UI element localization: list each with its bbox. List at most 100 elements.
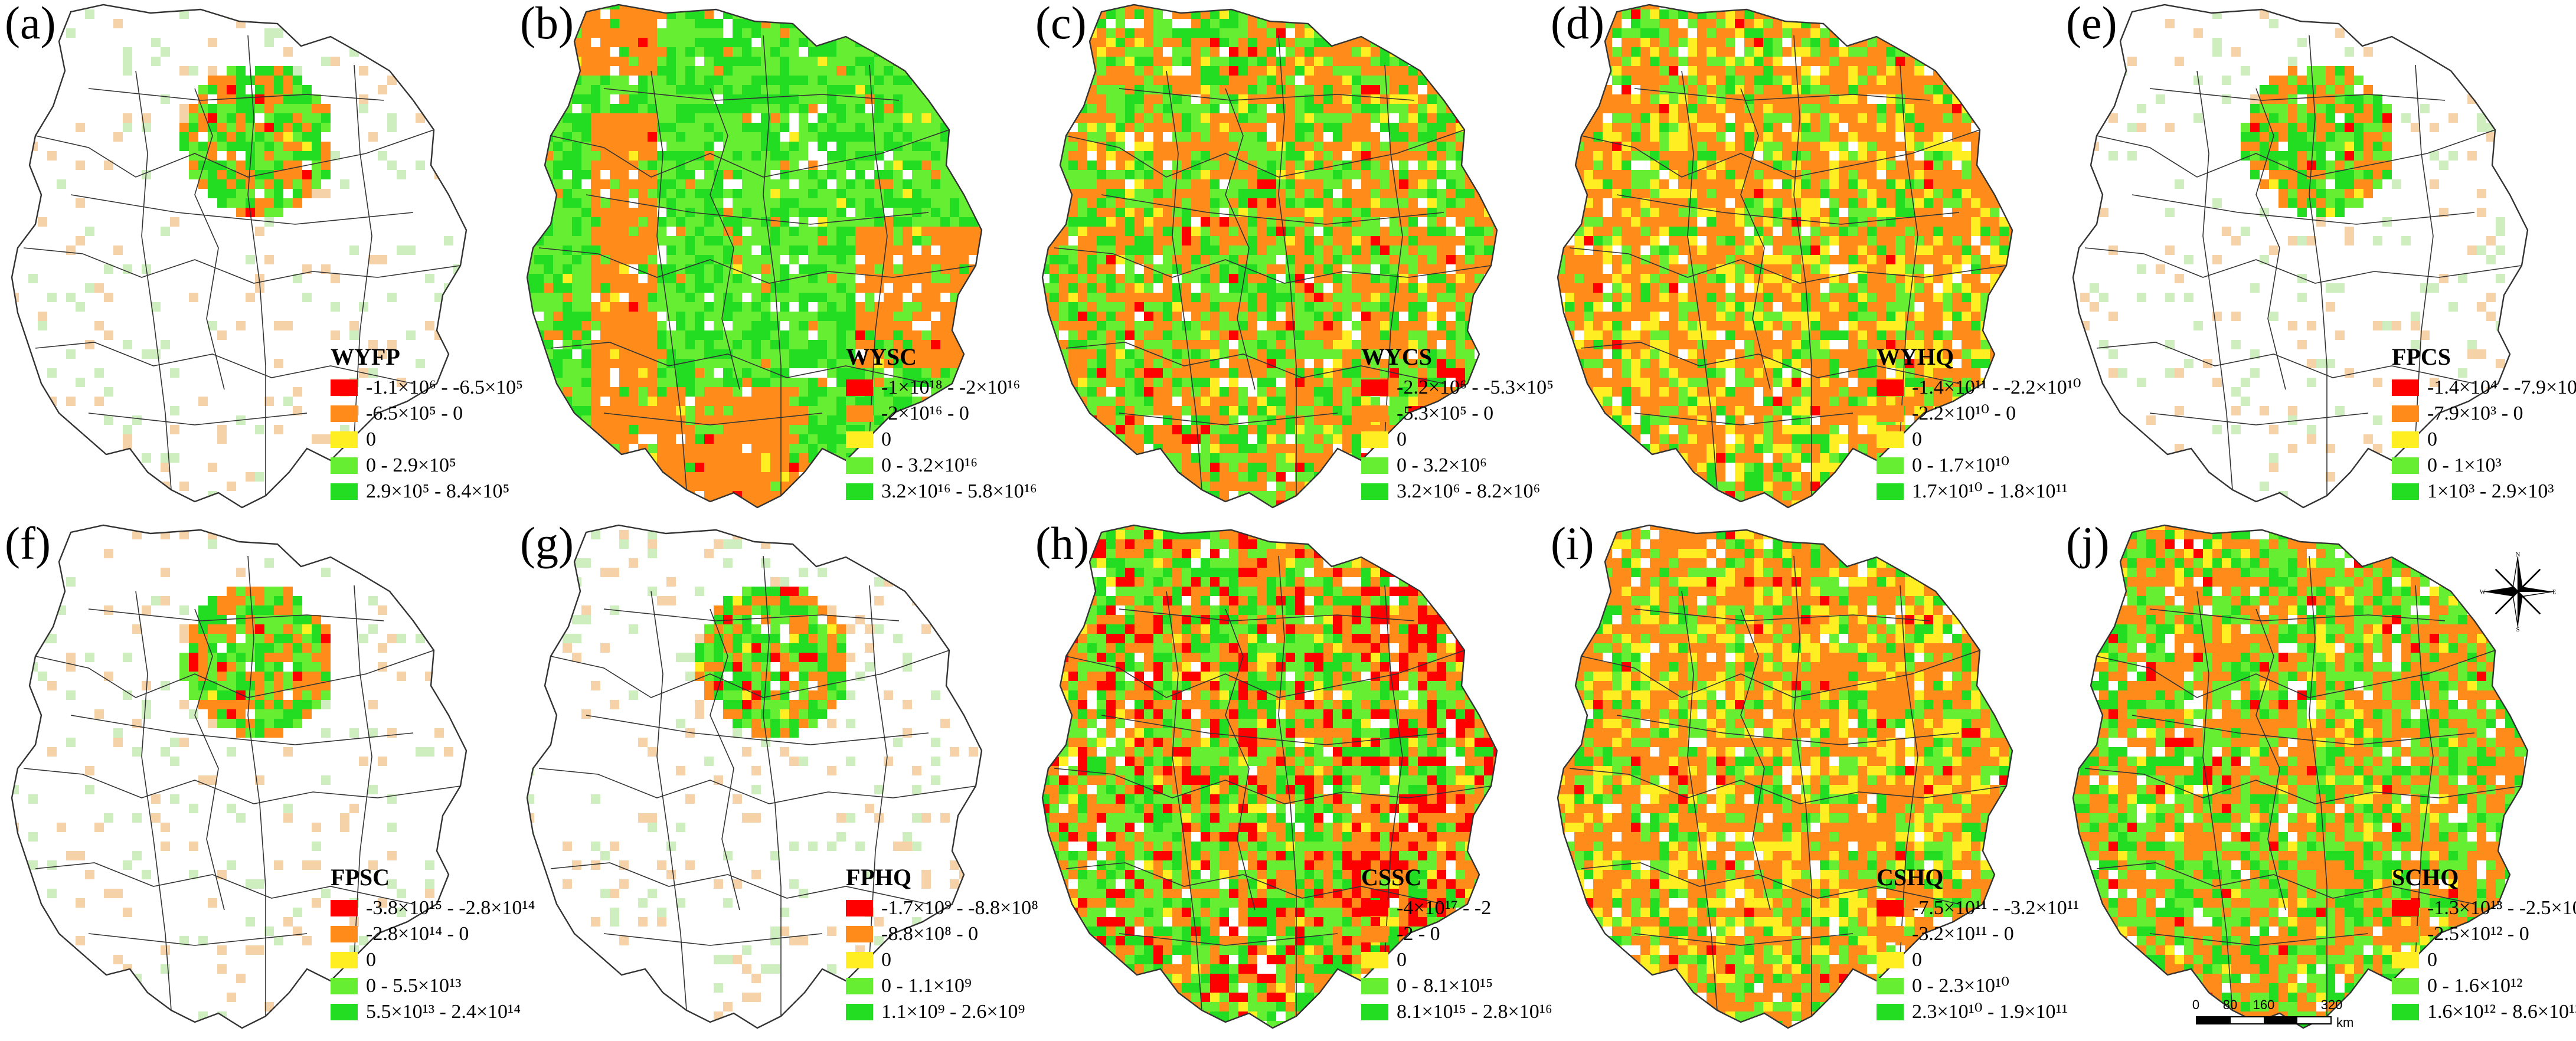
- legend-item: -2.5×10¹² - 0: [2392, 921, 2576, 947]
- legend-swatch: [846, 926, 873, 942]
- legend-swatch: [1361, 405, 1388, 422]
- map-panel-schq: (j) SCHQ -1.3×10¹³ - -2.5×10¹² -2.5×10¹² - …: [2061, 520, 2576, 1041]
- legend-item: 0 - 3.2×10⁶: [1361, 453, 1554, 479]
- region-outline: [2072, 4, 2529, 509]
- legend: WYSC -1×10¹⁸ - -2×10¹⁶ -2×10¹⁶ - 0 0 0 - 3.2…: [846, 345, 1037, 505]
- legend-label: 0: [366, 428, 376, 450]
- legend-label: -5.3×10⁵ - 0: [1397, 402, 1494, 424]
- legend-title: WYSC: [846, 343, 917, 370]
- legend-swatch: [331, 483, 358, 500]
- legend-label: 8.1×10¹⁵ - 2.8×10¹⁶: [1397, 1001, 1552, 1023]
- legend-label: 1.1×10⁹ - 2.6×10⁹: [881, 1001, 1025, 1023]
- legend-item: 0: [1361, 427, 1554, 453]
- legend-label: -2.5×10¹² - 0: [2427, 923, 2529, 945]
- legend-swatch: [1361, 1004, 1388, 1020]
- legend-item: -1.1×10⁶ - -6.5×10⁵: [331, 375, 523, 401]
- map-panel-cshq: (i) CSHQ -7.5×10¹¹ - -3.2×10¹¹ -3.2×10¹¹ - …: [1546, 518, 2079, 1041]
- scale-unit: km: [2336, 1015, 2354, 1030]
- legend-label: -1.4×10¹¹ - -2.2×10¹⁰: [1912, 377, 2081, 398]
- legend-swatch: [1361, 900, 1388, 916]
- legend-label: -2 - 0: [1397, 923, 1440, 945]
- panel-letter: (g): [520, 518, 574, 569]
- legend-title: WYHQ: [1877, 343, 1954, 370]
- scale-tick-1: 80: [2222, 997, 2238, 1012]
- legend-label: 0 - 5.5×10¹³: [366, 975, 462, 997]
- legend: SCHQ -1.3×10¹³ - -2.5×10¹² -2.5×10¹² - 0 0 0…: [2392, 866, 2576, 1025]
- legend-title: FPSC: [331, 864, 390, 891]
- legend-item: -3.8×10¹⁵ - -2.8×10¹⁴: [331, 895, 535, 921]
- legend-swatch: [1361, 379, 1388, 396]
- legend-label: 0: [366, 949, 376, 971]
- legend-label: 0: [881, 428, 891, 450]
- north-arrow-icon: N S E W: [2478, 551, 2558, 633]
- legend-item: 3.2×10¹⁶ - 5.8×10¹⁶: [846, 479, 1037, 505]
- legend-swatch: [1361, 457, 1388, 474]
- legend-swatch: [846, 900, 873, 916]
- legend-item: -7.9×10³ - 0: [2392, 401, 2576, 427]
- legend-label: 1×10³ - 2.9×10³: [2427, 480, 2554, 502]
- legend-label: 0 - 3.2×10¹⁶: [881, 454, 978, 476]
- legend-swatch: [1877, 978, 1904, 994]
- map-panel-wyfp: (a) WYFP -1.1×10⁶ - -6.5×10⁵ -6.5×10⁵ - 0 0 0…: [0, 0, 523, 520]
- map-raster: [1557, 4, 2013, 509]
- legend-label: 2.3×10¹⁰ - 1.9×10¹¹: [1912, 1001, 2068, 1023]
- legend-label: -1.3×10¹³ - -2.5×10¹²: [2427, 897, 2576, 919]
- legend-swatch: [846, 483, 873, 500]
- legend-swatch: [331, 952, 358, 968]
- map-raster: [1557, 524, 2013, 1029]
- legend-swatch: [1877, 483, 1904, 500]
- legend-swatch: [331, 431, 358, 448]
- legend: CSHQ -7.5×10¹¹ - -3.2×10¹¹ -3.2×10¹¹ - 0 0 0…: [1877, 866, 2079, 1025]
- legend-label: -2.2×10¹⁰ - 0: [1912, 402, 2016, 424]
- legend-swatch: [2392, 926, 2419, 942]
- panel-letter: (c): [1035, 0, 1087, 48]
- legend-item: -1.3×10¹³ - -2.5×10¹²: [2392, 895, 2576, 921]
- legend-label: 1.6×10¹² - 8.6×10¹²: [2427, 1001, 2576, 1023]
- legend-item: 0 - 3.2×10¹⁶: [846, 453, 1037, 479]
- legend-swatch: [1361, 431, 1388, 448]
- legend-swatch: [331, 457, 358, 474]
- legend-swatch: [2392, 405, 2419, 422]
- legend-item: 5.5×10¹³ - 2.4×10¹⁴: [331, 999, 535, 1025]
- legend-label: 2.9×10⁵ - 8.4×10⁵: [366, 480, 510, 502]
- legend-label: 0: [1912, 949, 1922, 971]
- panel-letter: (b): [520, 0, 574, 48]
- panel-letter: (a): [5, 0, 56, 48]
- legend-swatch: [846, 952, 873, 968]
- legend-item: 0 - 1.7×10¹⁰: [1877, 453, 2081, 479]
- legend-swatch: [2392, 483, 2419, 500]
- legend-swatch: [1361, 483, 1388, 500]
- legend-label: -4×10¹⁷ - -2: [1397, 897, 1492, 919]
- legend-item: 8.1×10¹⁵ - 2.8×10¹⁶: [1361, 999, 1552, 1025]
- compass-n: N: [2516, 552, 2521, 558]
- legend-item: 0: [1877, 947, 2079, 973]
- legend-item: 1.7×10¹⁰ - 1.8×10¹¹: [1877, 479, 2081, 505]
- legend-item: 0: [1361, 947, 1552, 973]
- legend-label: -6.5×10⁵ - 0: [366, 402, 463, 424]
- legend-swatch: [2392, 379, 2419, 396]
- legend-item: 0 - 5.5×10¹³: [331, 973, 535, 999]
- panel-letter: (j): [2066, 518, 2110, 569]
- map-panel-fpcs: (e) FPCS -1.4×10⁴ - -7.9×10³ -7.9×10³ - 0 0 0…: [2061, 0, 2576, 520]
- legend-item: 1.1×10⁹ - 2.6×10⁹: [846, 999, 1038, 1025]
- legend-swatch: [1877, 952, 1904, 968]
- legend-label: 0: [2427, 949, 2437, 971]
- legend-label: 0 - 1×10³: [2427, 454, 2502, 476]
- legend-swatch: [846, 457, 873, 474]
- legend: FPSC -3.8×10¹⁵ - -2.8×10¹⁴ -2.8×10¹⁴ - 0 0 0…: [331, 866, 535, 1025]
- map-raster: [2072, 4, 2529, 509]
- legend-item: 3.2×10⁶ - 8.2×10⁶: [1361, 479, 1554, 505]
- legend-item: 0: [331, 947, 535, 973]
- legend-item: 2.3×10¹⁰ - 1.9×10¹¹: [1877, 999, 2079, 1025]
- legend-label: -7.9×10³ - 0: [2427, 402, 2523, 424]
- legend-item: -2.2×10⁶ - -5.3×10⁵: [1361, 375, 1554, 401]
- raster-cells: [12, 9, 466, 508]
- panel-letter: (h): [1035, 518, 1089, 569]
- legend-item: 0 - 8.1×10¹⁵: [1361, 973, 1552, 999]
- legend-swatch: [846, 405, 873, 422]
- panel-letter: (i): [1551, 518, 1594, 569]
- region-outline: [1557, 524, 2013, 1029]
- legend-item: 0 - 2.9×10⁵: [331, 453, 523, 479]
- legend-item: 0: [1877, 427, 2081, 453]
- map-panel-fphq: (g) FPHQ -1.7×10⁹ - -8.8×10⁸ -8.8×10⁸ - 0 0 0…: [515, 518, 1038, 1041]
